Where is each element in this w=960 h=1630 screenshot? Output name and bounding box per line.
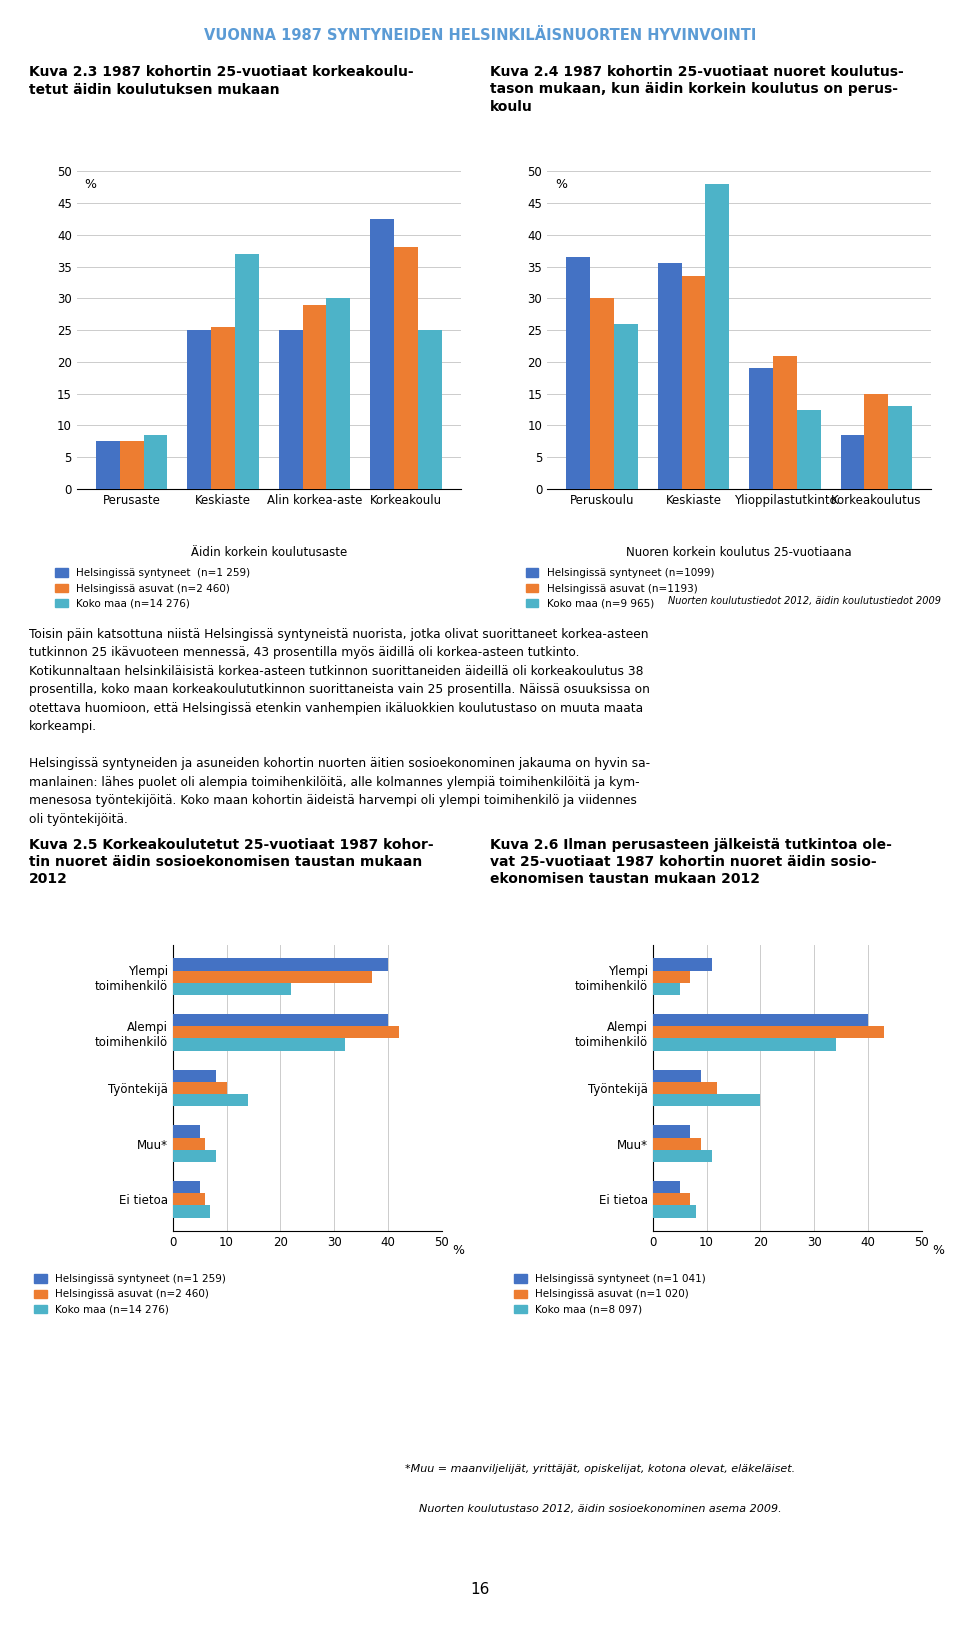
- Bar: [173, 958, 388, 970]
- Bar: [211, 328, 235, 489]
- Bar: [120, 442, 144, 489]
- Legend: Helsingissä syntyneet  (n=1 259), Helsingissä asuvat (n=2 460), Koko maa (n=14 2: Helsingissä syntyneet (n=1 259), Helsing…: [51, 564, 254, 613]
- Bar: [653, 1206, 696, 1218]
- Bar: [394, 248, 418, 489]
- Text: Kuva 2.6 Ilman perusasteen jälkeistä tutkintoa ole-
vat 25-vuotiaat 1987 kohorti: Kuva 2.6 Ilman perusasteen jälkeistä tut…: [490, 838, 892, 887]
- Bar: [173, 1206, 210, 1218]
- Text: Nuorten koulutustiedot 2012, äidin koulutustiedot 2009: Nuorten koulutustiedot 2012, äidin koulu…: [668, 597, 941, 606]
- Bar: [173, 1138, 205, 1149]
- Text: %: %: [452, 1244, 465, 1257]
- Bar: [173, 1182, 200, 1193]
- Text: 16: 16: [470, 1581, 490, 1597]
- Bar: [653, 1094, 760, 1107]
- Bar: [278, 329, 302, 489]
- Bar: [173, 983, 291, 994]
- Bar: [682, 275, 706, 489]
- Text: %: %: [555, 178, 566, 191]
- Bar: [653, 1014, 868, 1027]
- Bar: [653, 1125, 690, 1138]
- Bar: [144, 435, 167, 489]
- Bar: [841, 435, 864, 489]
- Bar: [173, 970, 372, 983]
- Text: Nuorten koulutustaso 2012, äidin sosioekonominen asema 2009.: Nuorten koulutustaso 2012, äidin sosioek…: [419, 1504, 781, 1514]
- Text: Kuva 2.5 Korkeakoulutetut 25-vuotiaat 1987 kohor-
tin nuoret äidin sosioekonomis: Kuva 2.5 Korkeakoulutetut 25-vuotiaat 19…: [29, 838, 433, 887]
- Text: Toisin päin katsottuna niistä Helsingissä syntyneistä nuorista, jotka olivat suo: Toisin päin katsottuna niistä Helsingiss…: [29, 628, 650, 825]
- Bar: [797, 409, 821, 489]
- Bar: [706, 184, 730, 489]
- Bar: [302, 305, 326, 489]
- Bar: [173, 1094, 248, 1107]
- Bar: [371, 218, 394, 489]
- Text: Nuoren korkein koulutus 25-vuotiaana: Nuoren korkein koulutus 25-vuotiaana: [626, 546, 852, 559]
- Bar: [653, 1138, 701, 1149]
- Bar: [653, 958, 712, 970]
- Legend: Helsingissä syntyneet (n=1 041), Helsingissä asuvat (n=1 020), Koko maa (n=8 097: Helsingissä syntyneet (n=1 041), Helsing…: [510, 1270, 710, 1319]
- Bar: [566, 258, 590, 489]
- Text: Äidin korkein koulutusaste: Äidin korkein koulutusaste: [191, 546, 347, 559]
- Bar: [173, 1193, 205, 1206]
- Text: %: %: [84, 178, 96, 191]
- Bar: [173, 1082, 227, 1094]
- Bar: [173, 1014, 388, 1027]
- Bar: [653, 1027, 884, 1038]
- Bar: [418, 329, 442, 489]
- Bar: [749, 368, 773, 489]
- Bar: [173, 1149, 216, 1162]
- Bar: [653, 970, 690, 983]
- Text: %: %: [932, 1244, 945, 1257]
- Bar: [187, 329, 211, 489]
- Bar: [173, 1027, 398, 1038]
- Bar: [653, 1038, 835, 1051]
- Bar: [653, 1182, 680, 1193]
- Bar: [173, 1038, 345, 1051]
- Text: Kuva 2.3 1987 kohortin 25-vuotiaat korkeakoulu-
tetut äidin koulutuksen mukaan: Kuva 2.3 1987 kohortin 25-vuotiaat korke…: [29, 65, 414, 96]
- Bar: [96, 442, 120, 489]
- Bar: [173, 1069, 216, 1082]
- Bar: [326, 298, 350, 489]
- Bar: [235, 254, 259, 489]
- Bar: [888, 406, 912, 489]
- Bar: [653, 1193, 690, 1206]
- Bar: [773, 355, 797, 489]
- Bar: [614, 324, 637, 489]
- Bar: [653, 1082, 717, 1094]
- Bar: [864, 393, 888, 489]
- Bar: [173, 1125, 200, 1138]
- Bar: [653, 983, 680, 994]
- Text: *Muu = maanviljelijät, yrittäjät, opiskelijat, kotona olevat, eläkeläiset.: *Muu = maanviljelijät, yrittäjät, opiske…: [405, 1464, 795, 1474]
- Legend: Helsingissä syntyneet (n=1099), Helsingissä asuvat (n=1193), Koko maa (n=9 965): Helsingissä syntyneet (n=1099), Helsingi…: [521, 564, 718, 613]
- Legend: Helsingissä syntyneet (n=1 259), Helsingissä asuvat (n=2 460), Koko maa (n=14 27: Helsingissä syntyneet (n=1 259), Helsing…: [30, 1270, 230, 1319]
- Bar: [653, 1069, 701, 1082]
- Bar: [658, 264, 682, 489]
- Bar: [653, 1149, 712, 1162]
- Bar: [590, 298, 614, 489]
- Text: Kuva 2.4 1987 kohortin 25-vuotiaat nuoret koulutus-
tason mukaan, kun äidin kork: Kuva 2.4 1987 kohortin 25-vuotiaat nuore…: [490, 65, 903, 114]
- Text: VUONNA 1987 SYNTYNEIDEN HELSINKILÄISNUORTEN HYVINVOINTI: VUONNA 1987 SYNTYNEIDEN HELSINKILÄISNUOR…: [204, 28, 756, 44]
